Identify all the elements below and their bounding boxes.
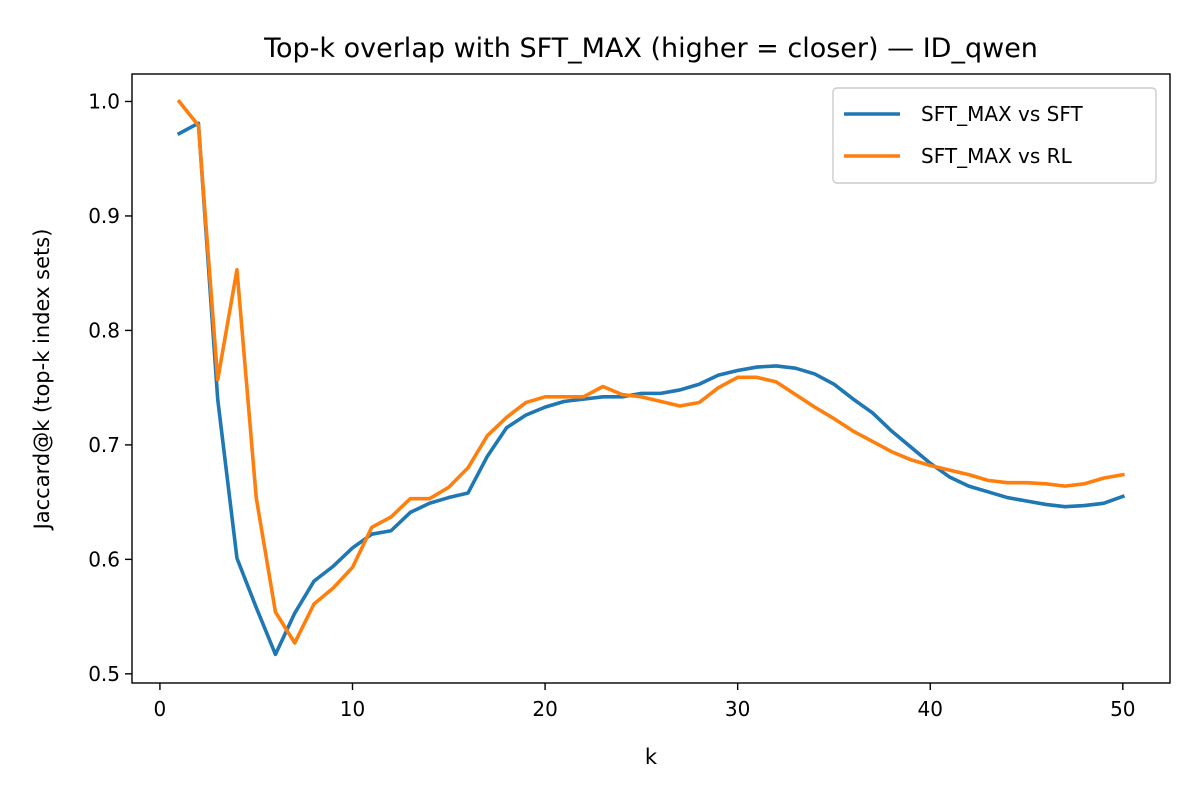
series-lines — [176, 98, 1126, 657]
x-tick-label: 0 — [154, 697, 167, 721]
y-tick-label: 0.8 — [88, 318, 120, 342]
series-line-1 — [176, 121, 1126, 657]
legend: SFT_MAX vs SFT SFT_MAX vs RL — [832, 87, 1157, 184]
y-tick-label: 0.5 — [88, 662, 120, 686]
x-axis-label: k — [645, 745, 658, 769]
y-tick-label: 0.9 — [88, 204, 120, 228]
x-tick-label: 40 — [918, 697, 943, 721]
y-tick-label: 1.0 — [88, 89, 120, 113]
x-axis: 0 10 20 30 40 50 — [154, 683, 1136, 721]
legend-box — [832, 87, 1157, 184]
x-tick-label: 50 — [1110, 697, 1135, 721]
legend-label-1: SFT_MAX vs SFT — [921, 102, 1084, 126]
axes-frame — [131, 73, 1171, 684]
chart-title: Top-k overlap with SFT_MAX (higher = clo… — [263, 33, 1038, 64]
x-tick-label: 20 — [532, 697, 557, 721]
y-axis-label: Jaccard@k (top-k index sets) — [30, 229, 54, 532]
y-tick-label: 0.6 — [88, 547, 120, 571]
series-line-2 — [176, 98, 1125, 645]
x-tick-label: 10 — [340, 697, 365, 721]
y-tick-label: 0.7 — [88, 433, 120, 457]
y-axis: 0.5 0.6 0.7 0.8 0.9 1.0 — [88, 89, 132, 686]
plot-area — [131, 73, 1171, 684]
x-tick-label: 30 — [725, 697, 750, 721]
legend-label-2: SFT_MAX vs RL — [921, 144, 1073, 168]
